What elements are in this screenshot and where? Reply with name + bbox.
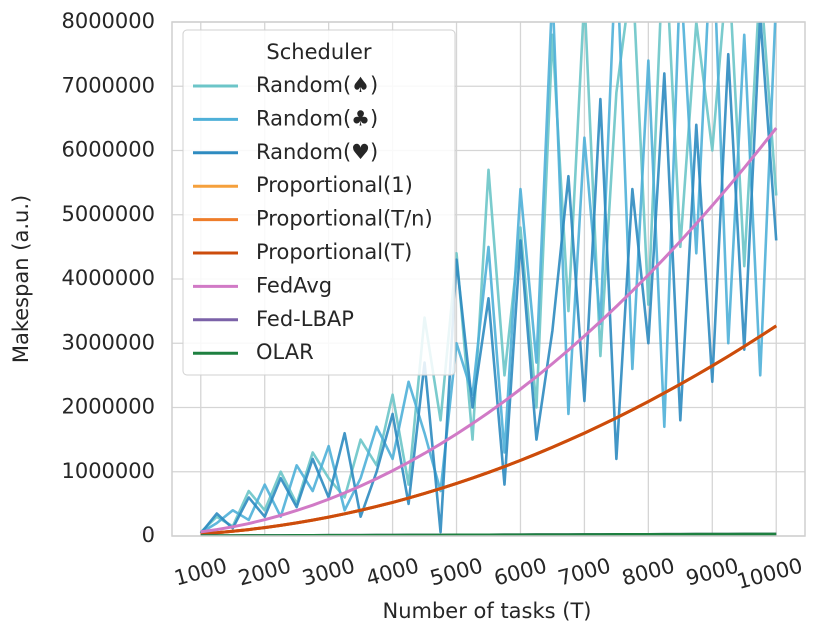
x-tick-label: 9000	[683, 553, 741, 590]
legend-label: Proportional(1)	[256, 173, 413, 197]
x-tick-label: 8000	[619, 553, 677, 590]
y-tick-label: 5000000	[61, 202, 155, 226]
legend-label: Random(♥)	[256, 140, 378, 164]
y-tick-label: 6000000	[61, 138, 155, 162]
x-tick-label: 3000	[300, 553, 358, 590]
legend-label: OLAR	[256, 340, 314, 364]
legend-box	[182, 29, 456, 376]
x-tick-label: 10000	[734, 553, 805, 593]
y-axis-label: Makespan (a.u.)	[9, 195, 33, 363]
legend-label: Fed-LBAP	[256, 307, 354, 331]
x-tick-label: 7000	[555, 553, 613, 590]
series-line	[200, 127, 778, 534]
y-tick-label: 2000000	[61, 395, 155, 419]
series-line	[199, 22, 778, 535]
y-tick-label: 3000000	[61, 330, 155, 354]
x-tick-label: 2000	[236, 553, 294, 590]
legend-label: Proportional(T/n)	[256, 207, 433, 231]
legend-label: FedAvg	[256, 273, 332, 297]
x-tick-label: 6000	[491, 553, 549, 590]
y-tick-label: 1000000	[61, 459, 155, 483]
legend: Scheduler Random(♠) Random(♣) Random(♥) Pro…	[182, 29, 456, 376]
legend-title: Scheduler	[266, 40, 371, 64]
x-tick-label: 4000	[364, 553, 422, 590]
legend-label: Random(♠)	[256, 73, 378, 97]
y-tick-label: 8000000	[61, 9, 155, 33]
x-axis-label: Number of tasks (T)	[383, 599, 592, 623]
legend-label: Random(♣)	[256, 106, 378, 130]
y-tick-label: 4000000	[61, 266, 155, 290]
series-line	[200, 324, 778, 536]
x-tick-label: 1000	[172, 553, 230, 590]
series-line	[200, 22, 777, 534]
y-tick-label: 7000000	[61, 73, 155, 97]
plot-frame	[171, 21, 806, 537]
legend-label: Proportional(T)	[256, 240, 412, 264]
y-tick-label: 0	[142, 523, 155, 547]
x-tick-label: 5000	[428, 553, 486, 590]
